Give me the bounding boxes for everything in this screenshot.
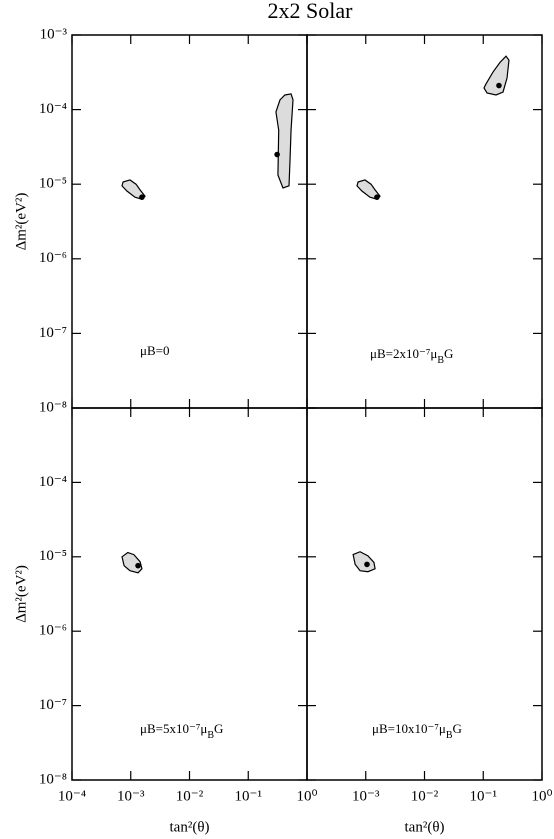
x-tick-label: 10⁻¹ xyxy=(235,788,262,804)
annotation: μB=5x10⁻⁷μBG xyxy=(140,721,223,741)
x-tick-label: 10⁻² xyxy=(411,788,439,804)
annotation-part: μB=10x10⁻⁷μ xyxy=(372,721,446,736)
chart-title: 2x2 Solar xyxy=(268,0,354,23)
y-tick-label: 10⁻⁵ xyxy=(39,176,67,192)
y-tick-label: 10⁻⁸ xyxy=(39,399,67,415)
annotation-part: B xyxy=(207,730,214,741)
y-axis-label: Δm²(eV²) xyxy=(13,565,29,623)
y-axis-label: Δm²(eV²) xyxy=(13,193,29,251)
y-tick-label: 10⁻⁶ xyxy=(39,623,67,639)
best-fit-point xyxy=(364,561,370,568)
y-tick-label: 10⁻⁷ xyxy=(39,697,67,713)
allowed-region xyxy=(352,551,376,573)
y-tick-label: 10⁻⁸ xyxy=(39,771,67,787)
best-fit-point xyxy=(274,151,280,158)
x-tick-label: 10⁻⁴ xyxy=(58,788,86,804)
annotation-part: μB=5x10⁻⁷μ xyxy=(140,721,207,736)
annotation: μB=2x10⁻⁷μBG xyxy=(370,346,453,366)
y-tick-label: 10⁻⁷ xyxy=(39,325,67,341)
y-tick-label: 10⁻⁶ xyxy=(39,250,67,266)
annotation-part: μB=0 xyxy=(140,343,169,358)
x-tick-label: 10⁻³ xyxy=(117,788,145,804)
annotation-part: G xyxy=(453,721,462,736)
x-axis-label: tan²(θ) xyxy=(170,819,210,835)
annotation: μB=10x10⁻⁷μBG xyxy=(372,721,462,741)
annotation-part: G xyxy=(214,721,223,736)
best-fit-point xyxy=(135,562,141,569)
x-axis-label: tan²(θ) xyxy=(405,819,445,835)
y-tick-label: 10⁻⁵ xyxy=(39,548,67,564)
best-fit-point xyxy=(496,82,502,89)
best-fit-point xyxy=(374,194,380,200)
y-tick-label: 10⁻³ xyxy=(40,26,68,42)
allowed-region xyxy=(121,551,143,574)
annotation-part: G xyxy=(444,346,453,361)
x-tick-label: 10⁻² xyxy=(176,788,204,804)
annotation-part: B xyxy=(446,730,453,741)
x-tick-label: 10⁻¹ xyxy=(470,788,497,804)
best-fit-point xyxy=(139,194,145,200)
allowed-region xyxy=(483,55,510,96)
annotation-part: μB=2x10⁻⁷μ xyxy=(370,346,437,361)
y-tick-label: 10⁻⁴ xyxy=(39,474,67,490)
x-tick-label: 10⁻³ xyxy=(352,788,380,804)
annotation-part: B xyxy=(437,355,444,366)
allowed-region xyxy=(275,93,294,189)
x-tick-label: 10⁰ xyxy=(531,788,552,804)
y-tick-label: 10⁻⁴ xyxy=(39,101,67,117)
annotation: μB=0 xyxy=(140,343,169,358)
panel-frame xyxy=(71,34,308,409)
x-tick-label: 10⁰ xyxy=(296,788,317,804)
